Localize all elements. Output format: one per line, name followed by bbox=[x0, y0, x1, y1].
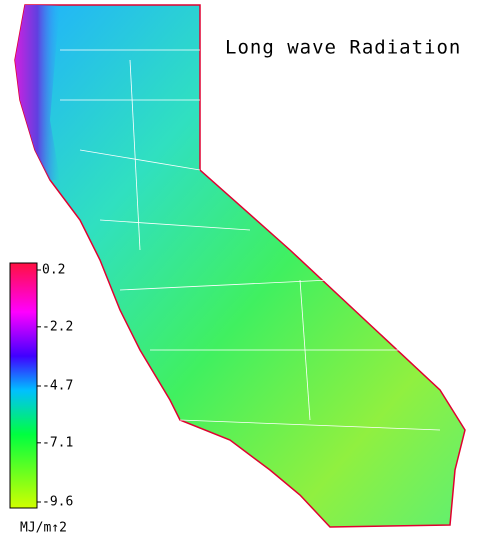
colorbar-tick-label: -7.1 bbox=[42, 435, 73, 450]
colorbar bbox=[9, 262, 38, 509]
colorbar-tick-label: -2.2 bbox=[42, 319, 73, 334]
colorbar-tick-label: -4.7 bbox=[42, 379, 73, 394]
county-lines bbox=[60, 49, 441, 431]
california bbox=[14, 4, 466, 528]
colorbar-unit: MJ/m↑2 bbox=[20, 521, 67, 536]
coastal-band bbox=[15, 5, 60, 180]
colorbar-tick-label: -9.6 bbox=[42, 495, 73, 510]
title: Long wave Radiation bbox=[225, 37, 461, 59]
colorbar-tick-label: 0.2 bbox=[42, 263, 65, 278]
